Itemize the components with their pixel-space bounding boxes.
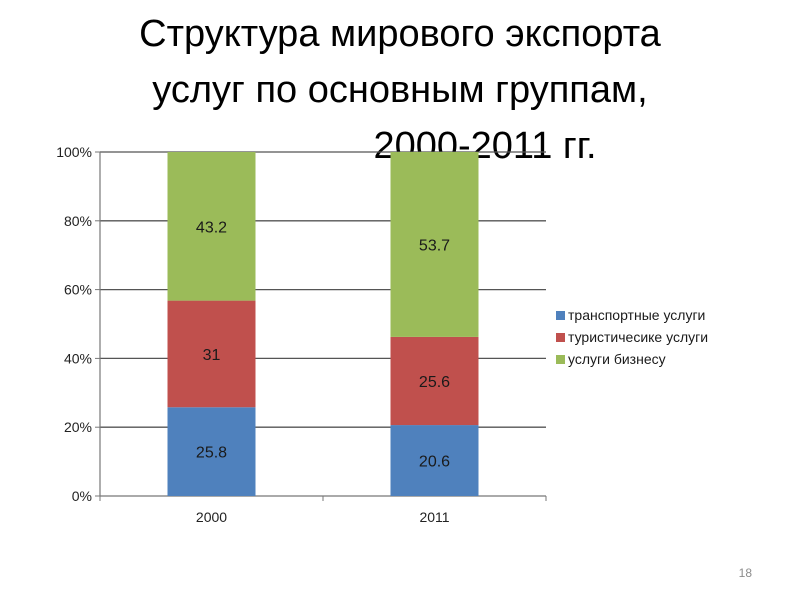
y-tick-label: 40% (64, 350, 92, 366)
y-axis: 0% 20% 40% 60% 80% 100% (56, 144, 546, 504)
bar-segment-2 (167, 300, 256, 408)
data-label: 25.6 (419, 374, 450, 391)
data-label: 20.6 (419, 454, 450, 471)
data-label: 43.2 (196, 219, 227, 236)
title-line-2: услуг по основным группам, (152, 69, 648, 111)
data-label: 53.7 (419, 237, 450, 254)
y-tick-label: 80% (64, 213, 92, 229)
legend-swatch (556, 333, 565, 342)
bars: 25.8 31 43.2 20.6 25.6 53.7 (167, 152, 479, 496)
data-label: 31 (203, 347, 221, 364)
legend: транспортные услуги туристичесике услуги у… (556, 307, 708, 367)
slide-number: 18 (738, 566, 752, 580)
y-tick-label: 0% (72, 488, 92, 504)
bar-segment-2 (390, 336, 479, 426)
y-tick-label: 100% (56, 144, 92, 160)
bar-segment-1 (390, 425, 479, 496)
bar-segment-3 (167, 152, 256, 301)
x-tick-label: 2000 (196, 509, 227, 525)
legend-label: туристичесике услуги (568, 329, 708, 345)
gridlines (100, 151, 546, 428)
data-label: 25.8 (196, 445, 227, 462)
title-line-1: Структура мирового экспорта (139, 13, 661, 55)
page-title: Структура мирового экспорта услуг по осн… (0, 6, 800, 174)
x-tick-label: 2011 (419, 509, 449, 525)
x-axis: 2000 2011 (99, 496, 547, 525)
bar-segment-1 (167, 407, 256, 496)
legend-swatch (556, 311, 565, 320)
bar-segment-3 (390, 152, 479, 337)
y-tick-label: 20% (64, 419, 92, 435)
y-tick-label: 60% (64, 282, 92, 298)
legend-label: услуги бизнесу (568, 351, 666, 367)
legend-label: транспортные услуги (568, 307, 705, 323)
legend-swatch (556, 355, 565, 364)
